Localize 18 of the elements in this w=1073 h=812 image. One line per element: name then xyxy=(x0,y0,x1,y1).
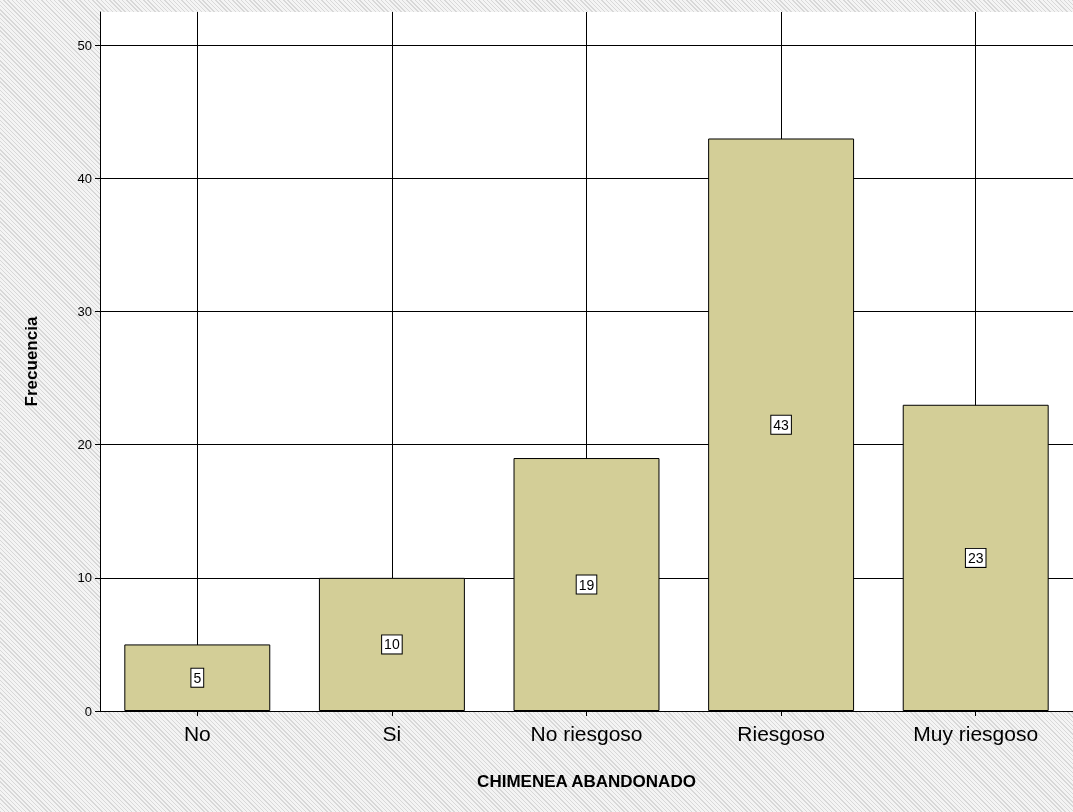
data-label: 19 xyxy=(578,576,595,593)
data-label: 43 xyxy=(773,416,790,433)
x-tick-label: Riesgoso xyxy=(737,722,825,745)
data-label: 5 xyxy=(193,669,202,686)
data-label: 23 xyxy=(967,549,984,566)
data-label: 10 xyxy=(384,636,400,653)
x-tick-label: No xyxy=(183,722,211,745)
y-tick-label: 40 xyxy=(77,170,92,186)
y-axis-title: Frecuencia xyxy=(22,316,41,407)
y-tick-label: 30 xyxy=(77,304,92,320)
y-tick-label: 50 xyxy=(77,37,92,53)
y-tick-label: 10 xyxy=(77,570,92,586)
y-tick-label: 20 xyxy=(77,437,92,453)
x-axis-title: CHIMENEA ABANDONADO xyxy=(477,772,696,791)
x-tick-label: Si xyxy=(382,722,402,745)
x-tick-label: No riesgoso xyxy=(530,722,643,745)
x-tick-label: Muy riesgoso xyxy=(913,722,1039,745)
y-tick-label: 0 xyxy=(84,703,92,719)
